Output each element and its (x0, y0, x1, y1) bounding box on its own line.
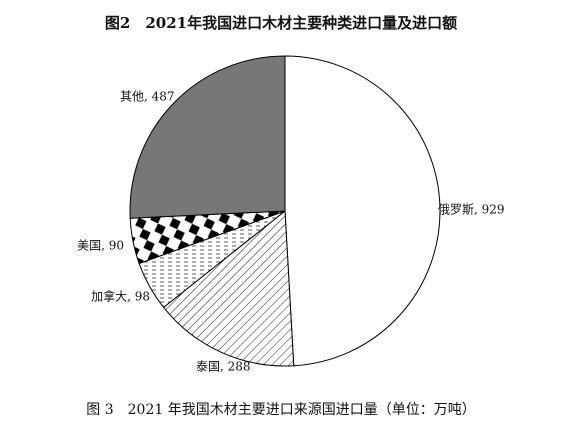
slice-label: 加拿大, 98 (91, 289, 150, 304)
pie-slice (284, 55, 441, 367)
slice-label: 泰国, 288 (196, 360, 251, 374)
pie-slice (162, 210, 295, 367)
slice-label: 其他, 487 (120, 90, 175, 104)
chart-title: 图2 2021年我国进口木材主要种类进口量及进口额 (105, 14, 457, 32)
pie-slice (129, 55, 286, 219)
slice-label: 美国, 90 (77, 239, 124, 253)
slice-label: 俄罗斯, 929 (438, 203, 505, 217)
caption: 图 3 2021 年我国木材主要进口来源国进口量（单位：万吨） (86, 402, 475, 418)
